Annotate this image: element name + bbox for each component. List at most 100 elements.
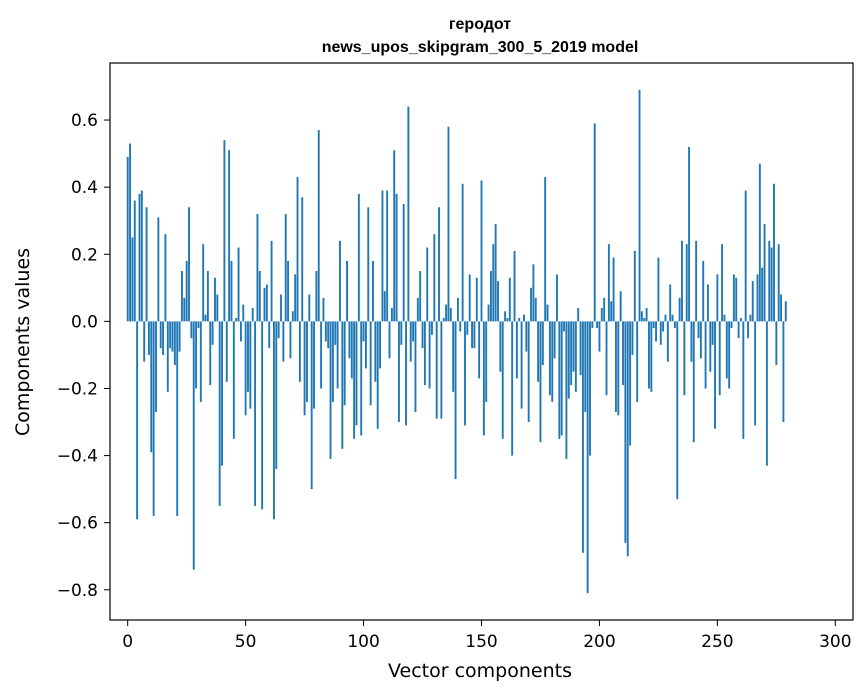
bar [640,311,643,322]
bar [556,274,558,322]
bar [624,321,627,543]
y-tick-label: −0.2 [57,379,98,399]
bar [518,318,521,322]
bar [147,321,150,355]
bar [289,321,292,359]
bar [685,244,688,322]
bar [183,297,186,322]
bar [744,190,747,322]
bar [306,321,308,402]
bar [178,321,181,352]
bar [782,321,785,423]
bar [459,321,462,332]
bar [197,321,200,329]
bar [388,321,391,359]
bar [740,318,742,322]
bar [735,277,738,322]
bar [631,321,634,355]
bar [261,321,264,510]
bar [166,321,169,392]
bar [280,294,282,322]
bar [508,277,511,322]
bar [704,321,707,389]
bar [211,321,214,345]
bar [692,321,695,443]
bar [683,321,686,396]
bar [360,321,363,436]
bar [372,260,374,322]
bar [468,274,471,322]
bar [131,237,134,322]
bar [379,321,382,369]
bar [195,321,198,389]
bar [695,240,698,322]
bar [199,321,202,402]
bar [721,244,724,322]
bar [145,207,148,322]
bar [565,321,568,459]
bar [249,321,252,409]
bar [192,321,195,570]
bar [681,240,683,322]
bar [464,321,466,426]
bar [435,321,438,419]
bar [475,277,478,322]
bar [133,200,136,322]
bar [331,321,334,402]
bar [669,284,672,322]
bar [629,321,632,446]
y-tick-label: 0.4 [71,178,98,198]
bar [673,321,676,329]
bars-group [126,89,787,594]
bar [527,321,530,423]
bar [471,321,474,349]
bar [775,321,778,365]
bar [714,321,716,429]
bar [678,297,681,322]
bar [405,321,407,426]
bar [258,271,261,322]
bar [381,190,384,322]
bar [551,321,554,402]
bar [777,244,780,322]
bar [570,321,573,386]
bar [638,89,641,322]
bar [617,321,620,416]
bar [298,321,301,382]
bar [247,321,249,392]
bar [765,321,768,466]
bar [452,321,455,392]
bar [773,183,775,322]
bar [643,318,646,322]
bar [239,321,242,342]
bar [171,321,174,352]
bar [544,177,547,322]
bar [409,321,412,362]
bar [688,146,691,322]
bar [615,321,617,412]
bar [350,321,353,379]
bar [716,274,719,322]
x-tick-label: 0 [122,632,133,652]
bar [296,177,299,322]
y-tick-label: −0.4 [57,447,98,467]
bar [662,321,665,332]
bar [534,297,537,322]
bar [657,257,660,322]
bar [466,321,469,335]
bar [589,321,591,456]
bar [725,321,728,379]
bar [206,271,209,322]
bar [723,314,726,322]
x-tick-label: 200 [583,632,615,652]
bar [221,321,223,466]
bar [574,321,577,392]
bar [754,321,757,426]
bar [313,321,315,409]
bar [329,321,332,459]
bar [461,183,464,322]
y-axis-label: Components values [12,248,34,436]
bar [433,234,436,322]
